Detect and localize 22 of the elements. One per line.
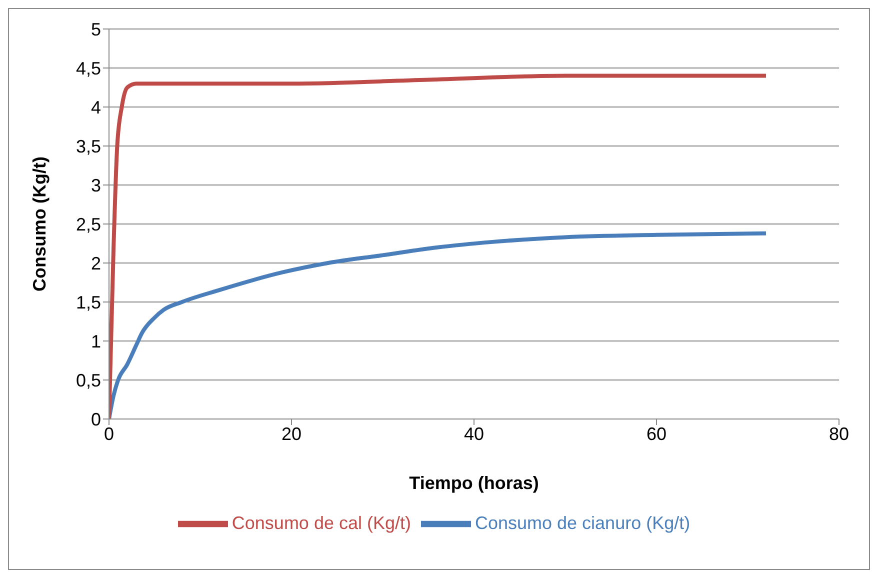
x-tick-label: 20 — [281, 424, 302, 444]
x-tick-label: 0 — [104, 424, 114, 444]
x-tick-label: 40 — [464, 424, 484, 444]
y-tick-label: 0,5 — [76, 370, 101, 390]
y-tick-label: 2,5 — [76, 214, 101, 234]
y-tick-label: 4 — [90, 97, 101, 118]
legend-label: Consumo de cal (Kg/t) — [232, 512, 411, 533]
y-tick-label: 3 — [90, 175, 101, 196]
x-axis-title: Tiempo (horas) — [409, 473, 539, 493]
y-tick-label: 1,5 — [76, 292, 101, 312]
y-tick-label: 4,5 — [76, 58, 101, 78]
x-tick-label: 80 — [828, 424, 850, 444]
legend-label: Consumo de cianuro (Kg/t) — [474, 512, 690, 533]
x-tick-label: 60 — [646, 424, 667, 444]
y-tick-label: 5 — [90, 19, 101, 40]
y-tick-label: 2 — [90, 253, 101, 274]
line-series — [109, 74, 768, 419]
line-series — [109, 231, 768, 419]
y-tick-label: 0 — [90, 409, 101, 430]
y-tick-label: 1 — [90, 331, 101, 352]
y-tick-label: 3,5 — [76, 136, 101, 156]
y-axis-title: Consumo (Kg/t) — [29, 156, 50, 292]
